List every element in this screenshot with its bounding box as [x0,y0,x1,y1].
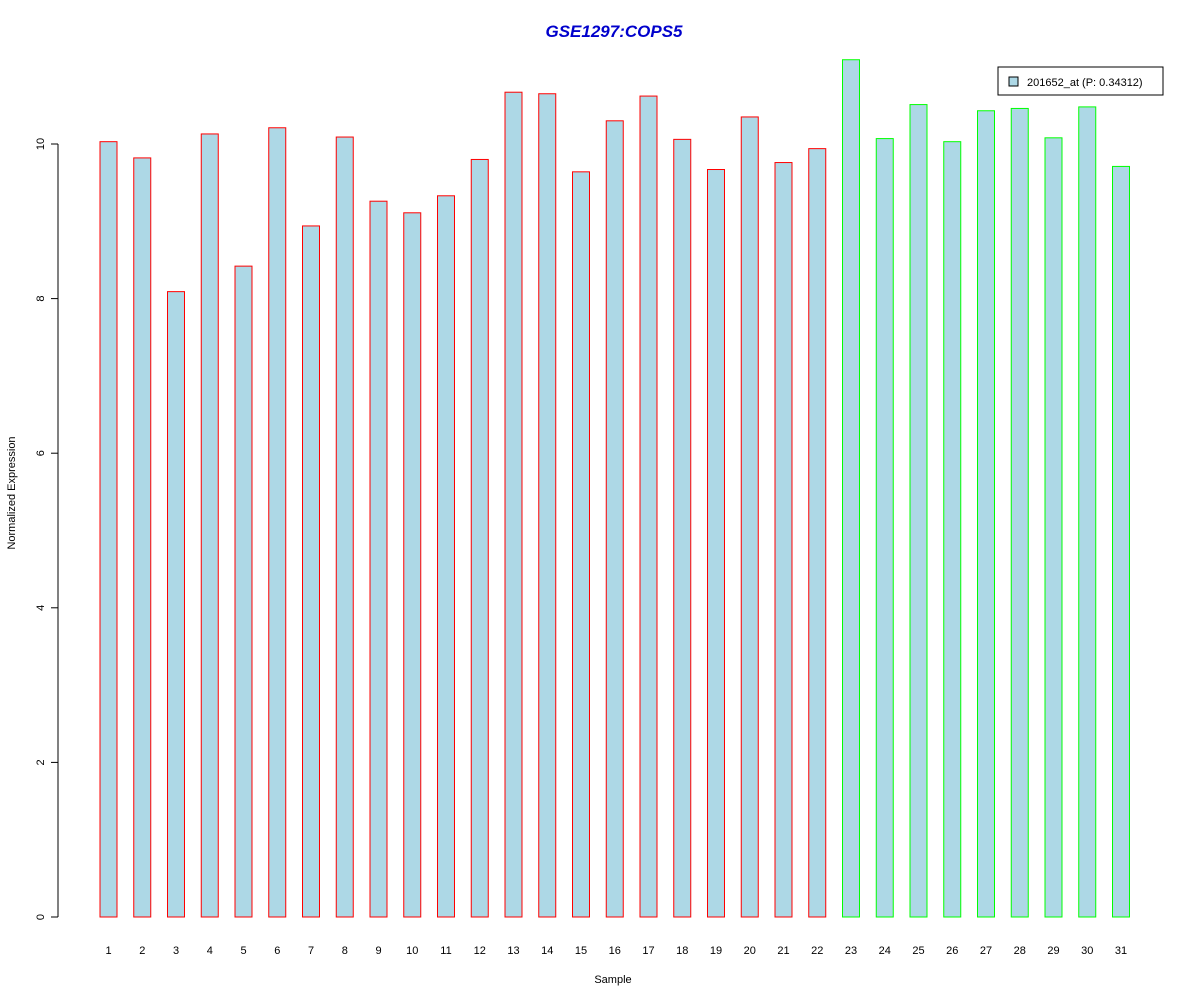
x-tick-label: 3 [173,945,179,957]
legend-swatch [1008,76,1019,87]
x-tick-label: 15 [575,945,587,957]
x-tick-label: 1 [105,945,111,957]
x-tick-label: 28 [1014,945,1026,957]
y-axis: 0 2 4 6 8 10 [35,138,59,920]
bar [1044,137,1063,918]
bar [268,127,287,918]
bar [302,225,320,918]
x-tick-label: 14 [541,945,553,957]
y-tick-label: 2 [35,759,47,765]
legend-label: 201652_at (P: 0.34312) [1027,77,1143,89]
x-tick-label: 23 [845,945,857,957]
x-tick-label: 6 [274,945,280,957]
bar [740,116,759,918]
x-tick-label: 26 [946,945,958,957]
x-tick-label: 5 [240,945,246,957]
y-tick-label: 8 [35,296,47,302]
bar [842,59,860,918]
y-tick-label: 10 [35,138,47,150]
x-tick-label: 7 [308,945,314,957]
x-tick-label: 25 [912,945,924,957]
bar [977,110,995,918]
bar [673,138,692,918]
x-tick-label: 22 [811,945,823,957]
bar [133,157,152,918]
x-tick-label: 11 [440,945,451,957]
x-axis-label: Sample [594,974,631,986]
bar [639,95,658,918]
chart-title: GSE1297:COPS5 [545,22,683,41]
x-tick-label: 16 [609,945,621,957]
x-tick-label: 4 [207,945,213,957]
x-tick-label: 17 [642,945,654,957]
x-tick-label: 19 [710,945,722,957]
y-tick-label: 6 [35,450,47,456]
y-tick-label: 0 [35,914,47,920]
bar [605,120,624,918]
x-tick-label: 31 [1115,945,1127,957]
x-tick-label: 24 [879,945,891,957]
legend: 201652_at (P: 0.34312) [997,66,1164,96]
bar [1112,165,1130,918]
x-axis-labels: 1 2 3 4 5 6 7 8 9 10 11 12 13 14 15 16 17 18 19 20 21 22 23 24 2… [105,945,1127,957]
legend-box [997,66,1164,96]
y-tick-label: 4 [35,605,47,611]
x-tick-label: 30 [1081,945,1093,957]
bar [403,212,422,918]
bar [538,93,557,918]
bar [504,91,523,918]
bars-group [99,59,1130,918]
bar [200,133,219,918]
bar [335,136,354,918]
x-tick-label: 10 [406,945,418,957]
bar [369,200,388,918]
bar [234,265,253,918]
bar [572,171,590,918]
bar [99,141,118,918]
x-tick-label: 29 [1047,945,1059,957]
bar [774,162,793,918]
bar [470,158,489,918]
x-tick-label: 12 [474,945,486,957]
x-tick-label: 27 [980,945,992,957]
x-tick-label: 2 [139,945,145,957]
bar [943,141,962,918]
x-tick-label: 18 [676,945,688,957]
x-tick-label: 21 [777,945,789,957]
bar [808,148,827,918]
bar [1078,106,1097,918]
x-tick-label: 9 [375,945,381,957]
x-tick-label: 13 [507,945,519,957]
bar [707,169,725,918]
bar [437,195,455,918]
bar [909,104,928,918]
y-axis-label: Normalized Expression [6,436,18,549]
x-tick-label: 8 [342,945,348,957]
bar [875,138,894,918]
x-tick-label: 20 [744,945,756,957]
bar [167,291,185,918]
bar [1010,107,1029,918]
